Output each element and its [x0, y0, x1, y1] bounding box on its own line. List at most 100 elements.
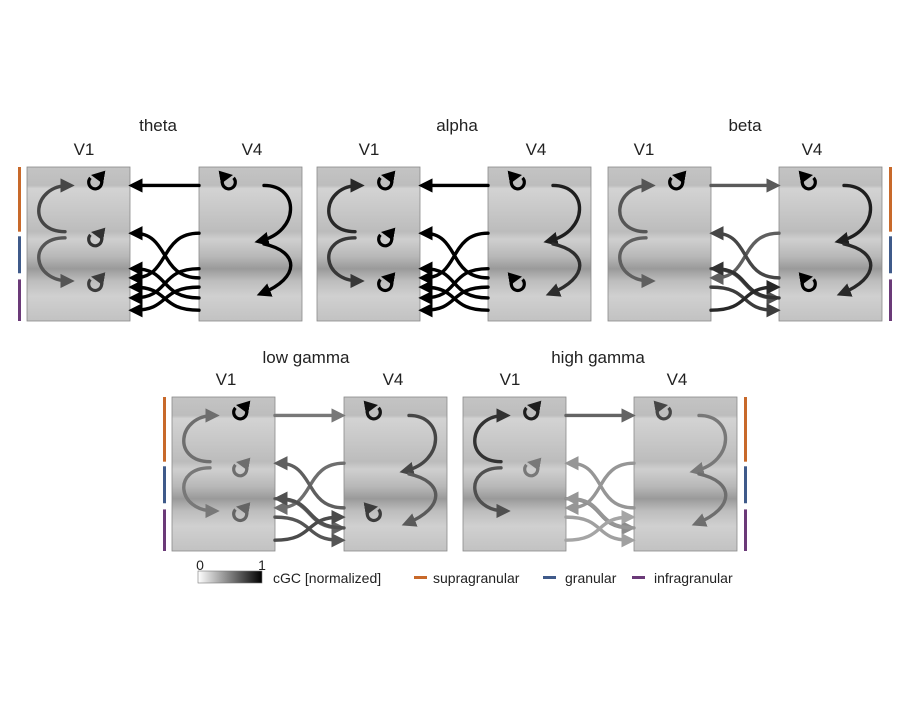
v1-intra-connection [37, 178, 75, 234]
v4-self-loop [218, 170, 237, 191]
v4-intra-connection [689, 413, 728, 476]
legend: 0 1 cGC [normalized] supragranular granu… [196, 557, 733, 586]
v1-intra-connection [618, 236, 656, 289]
layer-bar-granular [889, 236, 892, 274]
layer-bar-supragranular [18, 167, 21, 232]
v4-intra-connection [836, 242, 873, 297]
scale-label: cGC [normalized] [273, 570, 381, 586]
area-label-v4: V4 [667, 370, 688, 389]
v4-self-loop [798, 272, 817, 292]
inter-areal-connection [273, 491, 346, 530]
v4-self-loop [798, 170, 817, 191]
area-label-v4: V4 [242, 140, 263, 159]
color-scale-bar [197, 570, 263, 584]
v1-self-loop [87, 272, 106, 292]
inter-areal-connection [709, 226, 781, 280]
area-label-v4: V4 [526, 140, 547, 159]
inter-areal-connection [273, 496, 346, 536]
v4-intra-connection [254, 183, 293, 246]
scale-min-label: 0 [196, 557, 204, 573]
v4-self-loop [653, 400, 672, 421]
v1-box [26, 166, 131, 322]
v1-self-loop [232, 502, 251, 522]
v1-box [316, 166, 421, 322]
layer-bar-granular [18, 236, 21, 274]
inter-areal-connection [128, 279, 201, 312]
v1-intra-connection [473, 408, 511, 464]
band-title: high gamma [551, 348, 645, 367]
layer-bar-supragranular [744, 397, 747, 462]
v4-box [778, 166, 883, 322]
layer-bar-infragranular [163, 509, 166, 551]
band-title: alpha [436, 116, 478, 135]
v4-intra-connection [545, 242, 582, 297]
v4-box [487, 166, 592, 322]
v4-intra-connection [543, 183, 582, 246]
v1-self-loop [377, 272, 396, 292]
area-label-v4: V4 [802, 140, 823, 159]
layer-bar-infragranular [18, 279, 21, 321]
panel-beta: beta V1 V4 [607, 116, 892, 322]
v1-intra-connection [327, 178, 365, 234]
panel-high-gamma: high gamma V1 V4 [462, 348, 747, 552]
inter-areal-connection [564, 456, 636, 510]
layer-bar-supragranular [889, 167, 892, 232]
area-label-v1: V1 [74, 140, 95, 159]
inter-areal-connection [564, 496, 636, 536]
v1-box [462, 396, 567, 552]
inter-areal-connection [418, 279, 490, 312]
v1-self-loop [87, 227, 106, 248]
inter-areal-connection [273, 456, 346, 510]
band-title: beta [728, 116, 762, 135]
v4-intra-connection [401, 472, 438, 527]
area-label-v4: V4 [383, 370, 404, 389]
inter-areal-connection [418, 261, 490, 300]
v4-intra-connection [834, 183, 873, 246]
v4-box [343, 396, 448, 552]
v4-self-loop [363, 502, 382, 522]
layer-bar-supragranular [163, 397, 166, 462]
supragranular-label: supragranular [433, 570, 520, 586]
v1-intra-connection [618, 178, 656, 234]
inter-areal-connection [128, 226, 201, 280]
v1-box [171, 396, 276, 552]
inter-areal-connection [709, 279, 781, 312]
v4-self-loop [507, 170, 526, 191]
infragranular-label: infragranular [654, 570, 733, 586]
band-title: low gamma [263, 348, 350, 367]
v4-self-loop [363, 400, 382, 421]
panel-low-gamma: low gamma V1 V4 [163, 348, 448, 552]
band-title: theta [139, 116, 177, 135]
v4-box [633, 396, 738, 552]
v1-self-loop [668, 170, 687, 191]
layer-bar-granular [163, 466, 166, 504]
v1-self-loop [377, 170, 396, 191]
granular-swatch [543, 576, 556, 579]
inter-areal-connection [418, 226, 490, 280]
v1-intra-connection [473, 466, 511, 519]
layer-bar-infragranular [889, 279, 892, 321]
inter-areal-connection [709, 261, 781, 300]
v1-self-loop [523, 457, 542, 478]
granular-label: granular [565, 570, 617, 586]
layer-bar-granular [744, 466, 747, 504]
area-label-v1: V1 [359, 140, 380, 159]
v1-intra-connection [182, 466, 220, 519]
v1-self-loop [377, 227, 396, 248]
area-label-v1: V1 [216, 370, 237, 389]
panel-theta: theta V1 V4 [18, 116, 303, 322]
area-label-v1: V1 [500, 370, 521, 389]
layer-bar-infragranular [744, 509, 747, 551]
inter-areal-connection [273, 509, 346, 542]
v1-self-loop [232, 400, 251, 421]
v4-intra-connection [256, 242, 293, 297]
area-label-v1: V1 [634, 140, 655, 159]
v4-box [198, 166, 303, 322]
v1-self-loop [232, 457, 251, 478]
panel-alpha: alpha V1 V4 [316, 116, 592, 322]
v1-self-loop [87, 170, 106, 191]
v4-intra-connection [399, 413, 438, 476]
supragranular-swatch [414, 576, 427, 579]
